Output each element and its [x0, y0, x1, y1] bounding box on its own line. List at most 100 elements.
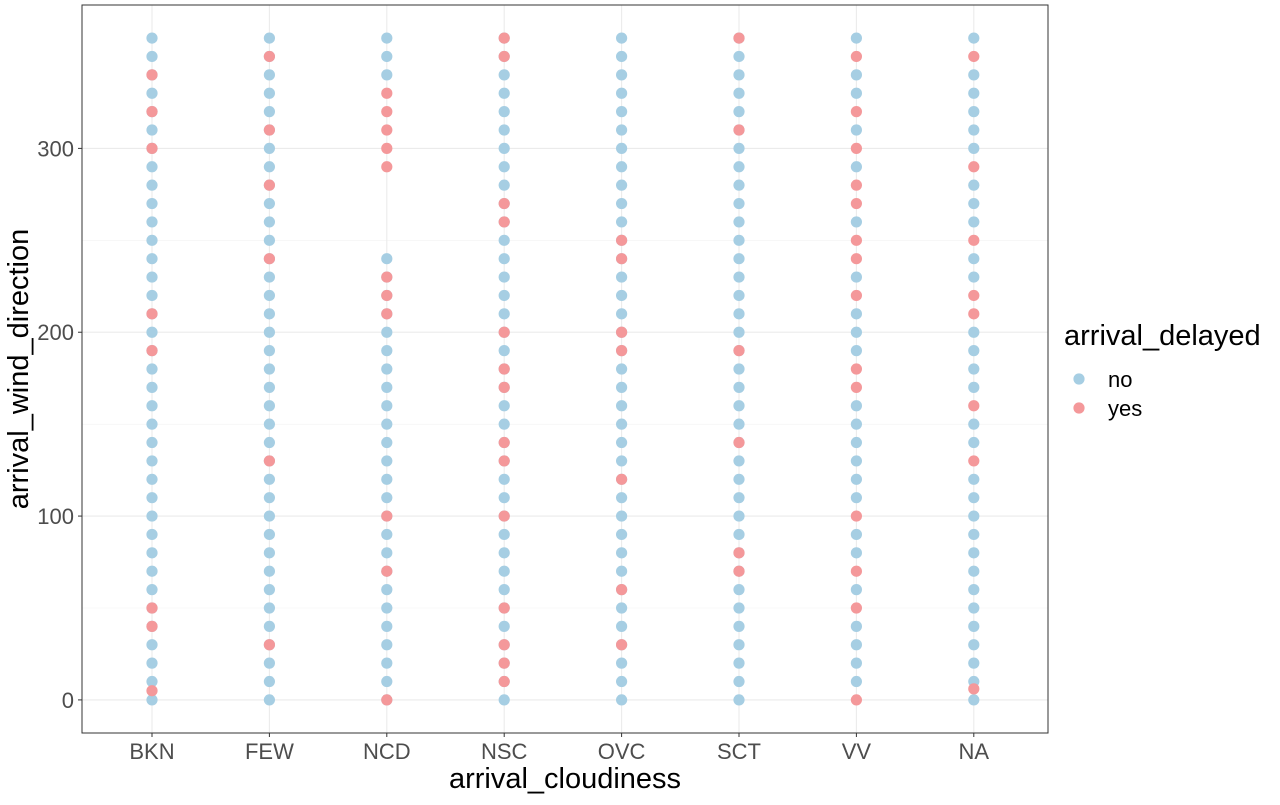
data-point-no [968, 345, 980, 357]
data-point-no [850, 584, 863, 596]
y-tick-label: 200 [37, 320, 74, 345]
data-point-no [146, 510, 158, 522]
data-point-no [498, 584, 510, 596]
data-point-no [146, 565, 158, 577]
data-point-yes [146, 142, 158, 154]
data-point-no [850, 436, 863, 449]
data-point-yes [381, 308, 393, 320]
data-point-no [498, 234, 510, 246]
data-point-no [381, 584, 393, 596]
x-tick-label: BKN [129, 739, 174, 764]
data-point-no [263, 32, 275, 44]
data-point-no [498, 106, 510, 118]
data-point-no [498, 345, 510, 357]
data-point-yes [616, 345, 628, 357]
data-point-no [263, 657, 275, 669]
data-point-no [146, 124, 158, 136]
data-point-no [263, 197, 275, 210]
data-point-no [616, 271, 628, 283]
data-point-no [733, 602, 745, 614]
data-point-no [498, 492, 510, 504]
data-point-no [850, 32, 863, 44]
data-point-no [263, 418, 275, 430]
data-point-no [733, 106, 745, 118]
data-point-no [381, 50, 393, 63]
data-point-no [146, 326, 158, 338]
data-point-yes [850, 179, 863, 191]
data-point-no [733, 197, 745, 210]
data-point-no [968, 547, 980, 559]
data-point-no [146, 216, 158, 228]
data-point-yes [381, 289, 393, 302]
data-point-no [616, 363, 628, 375]
data-point-yes [498, 363, 510, 375]
data-point-no [616, 455, 628, 467]
data-point-no [381, 326, 393, 338]
data-point-no [968, 32, 980, 44]
data-point-no [850, 528, 863, 541]
data-point-no [146, 87, 158, 99]
data-point-no [968, 602, 980, 614]
data-point-yes [968, 400, 980, 412]
data-point-yes [146, 106, 158, 118]
data-point-no [381, 455, 393, 467]
data-point-no [146, 253, 158, 265]
data-point-yes [850, 289, 863, 302]
data-point-yes [616, 584, 628, 596]
data-point-no [733, 473, 745, 485]
data-point-yes [498, 602, 510, 614]
data-point-no [733, 142, 745, 154]
data-point-no [968, 528, 980, 541]
data-point-yes [146, 620, 158, 632]
data-point-no [381, 345, 393, 357]
data-point-yes [616, 473, 628, 485]
data-point-yes [381, 87, 393, 99]
data-point-no [733, 675, 745, 688]
data-point-no [263, 547, 275, 559]
data-point-yes [850, 510, 863, 522]
data-point-no [968, 657, 980, 669]
data-point-no [498, 179, 510, 191]
data-point-no [498, 694, 510, 706]
data-point-no [733, 528, 745, 541]
data-point-no [616, 565, 628, 577]
data-point-yes [968, 234, 980, 246]
data-point-yes [263, 253, 275, 265]
data-point-no [146, 400, 158, 412]
data-point-no [968, 142, 980, 154]
data-point-no [498, 473, 510, 485]
data-point-no [968, 492, 980, 504]
data-point-yes [850, 197, 863, 210]
data-point-no [146, 381, 158, 393]
data-point-yes [850, 234, 863, 246]
data-point-no [616, 510, 628, 522]
data-point-yes [381, 161, 393, 173]
data-point-no [733, 326, 745, 338]
data-point-yes [498, 639, 510, 651]
data-point-no [263, 87, 275, 99]
data-point-no [850, 87, 863, 99]
data-point-no [968, 326, 980, 338]
data-point-no [850, 271, 863, 283]
data-point-yes [498, 657, 510, 669]
data-point-no [146, 639, 158, 651]
data-point-no [263, 142, 275, 154]
data-point-yes [498, 381, 510, 393]
data-point-no [616, 179, 628, 191]
data-point-no [263, 528, 275, 541]
data-point-no [850, 161, 863, 173]
data-point-no [733, 657, 745, 669]
data-point-no [146, 492, 158, 504]
x-tick-label: NSC [481, 739, 528, 764]
data-point-no [263, 271, 275, 283]
data-point-no [616, 418, 628, 430]
data-point-no [968, 436, 980, 449]
data-point-no [733, 179, 745, 191]
data-point-no [616, 436, 628, 449]
data-point-yes [498, 216, 510, 228]
data-point-no [498, 87, 510, 99]
data-point-no [968, 620, 980, 632]
data-point-yes [850, 50, 863, 63]
data-point-yes [263, 124, 275, 136]
